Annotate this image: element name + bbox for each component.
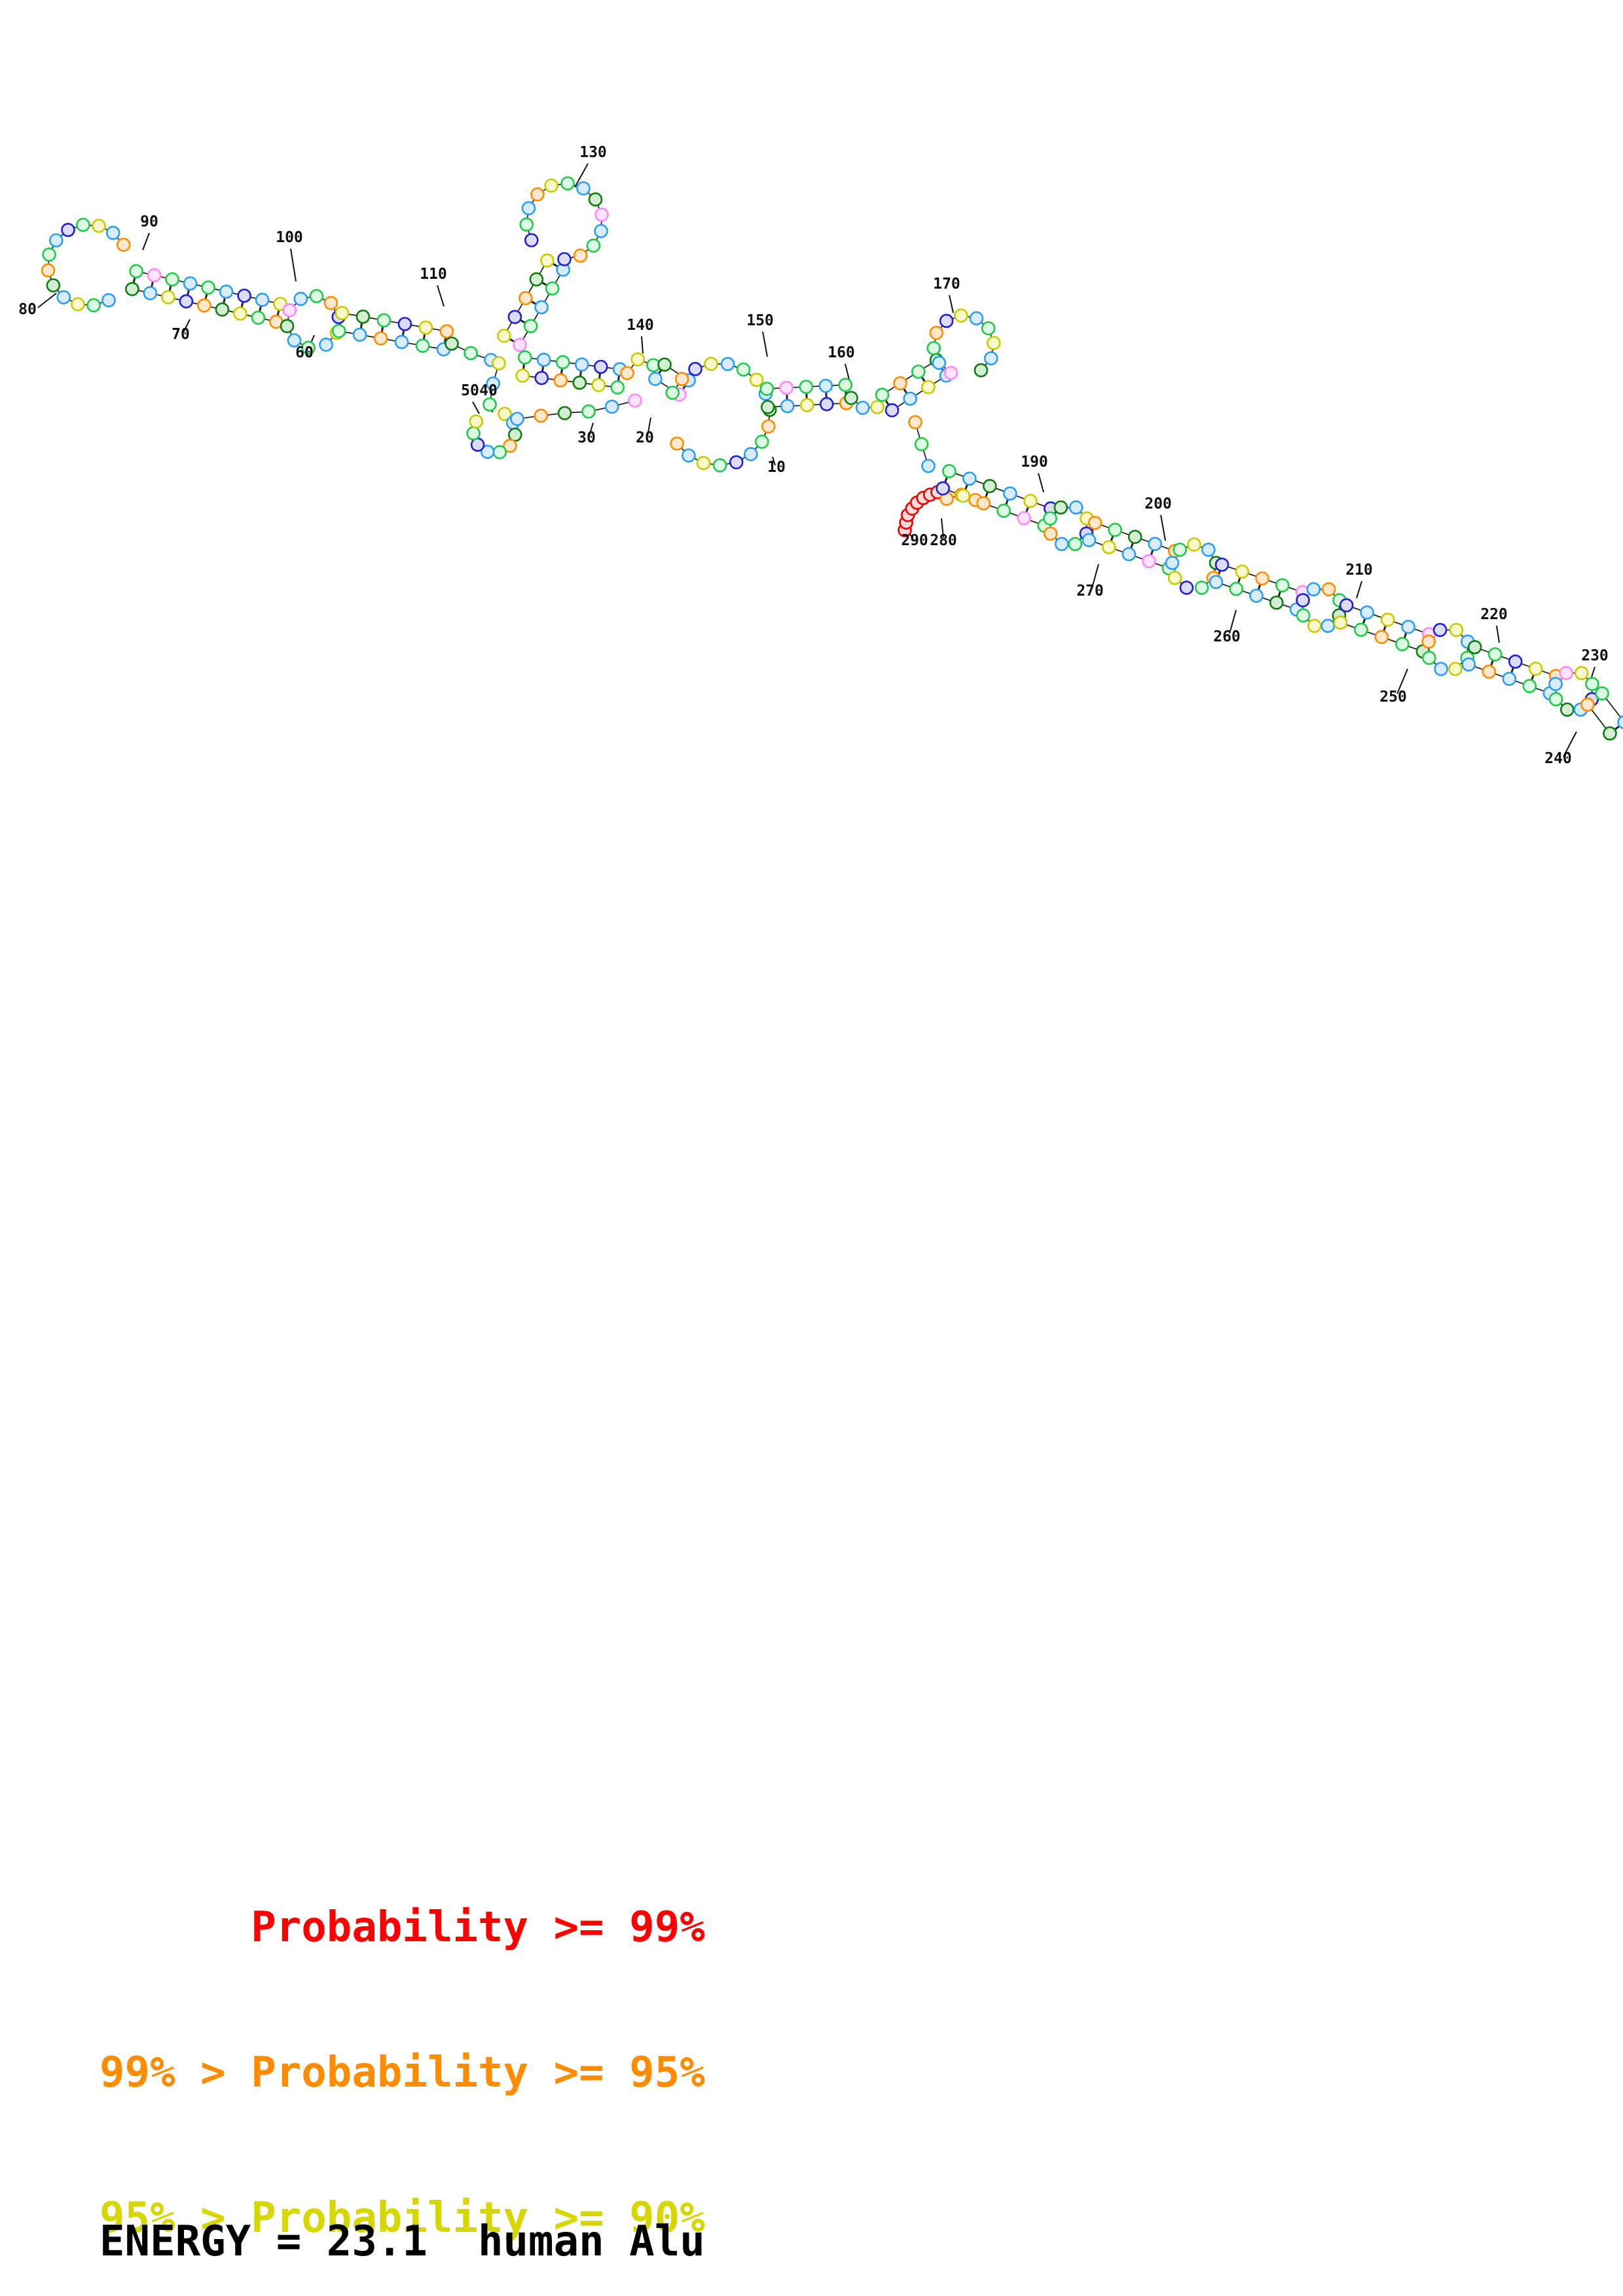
position-label-80: 80 — [18, 301, 37, 318]
position-label-20: 20 — [636, 429, 654, 446]
position-label-100: 100 — [276, 229, 303, 246]
probability-legend: Probability >= 99% 99% > Probability >= … — [100, 1806, 705, 2296]
position-label-230: 230 — [1581, 647, 1609, 664]
position-label-40: 40 — [479, 382, 498, 399]
position-label-290: 290 — [901, 532, 928, 549]
nucleotide-dots-layer — [41, 176, 1623, 741]
legend-item-99: Probability >= 99% — [100, 1903, 705, 1952]
position-label-110: 110 — [420, 266, 447, 283]
position-label-30: 30 — [577, 429, 596, 446]
position-label-50: 50 — [461, 382, 479, 399]
position-labels-layer: 80 90 100 70 60 110 130 50 40 30 20 140 150 10 160 170 1… — [18, 144, 1609, 767]
position-label-70: 70 — [172, 326, 190, 343]
position-label-190: 190 — [1021, 454, 1048, 471]
backbone-lines-layer — [37, 163, 1623, 757]
legend-item-90: 95% > Probability >= 90% — [100, 2194, 705, 2242]
position-label-170: 170 — [933, 276, 960, 293]
position-label-280: 280 — [930, 532, 957, 549]
position-label-130: 130 — [579, 144, 607, 161]
position-label-140: 140 — [627, 317, 654, 334]
position-label-10: 10 — [767, 459, 786, 476]
position-label-240: 240 — [1544, 750, 1572, 767]
position-label-150: 150 — [746, 312, 774, 329]
position-label-270: 270 — [1076, 583, 1104, 600]
position-label-60: 60 — [295, 344, 314, 361]
energy-text: ENERGY = 23.1 human Alu — [100, 2217, 705, 2266]
position-label-220: 220 — [1480, 606, 1508, 623]
position-label-90: 90 — [140, 213, 158, 230]
position-label-160: 160 — [828, 344, 855, 361]
legend-item-95: 99% > Probability >= 95% — [100, 2049, 705, 2097]
position-label-200: 200 — [1144, 495, 1172, 512]
position-label-250: 250 — [1379, 689, 1407, 706]
position-label-210: 210 — [1345, 562, 1373, 579]
position-label-260: 260 — [1213, 628, 1241, 645]
